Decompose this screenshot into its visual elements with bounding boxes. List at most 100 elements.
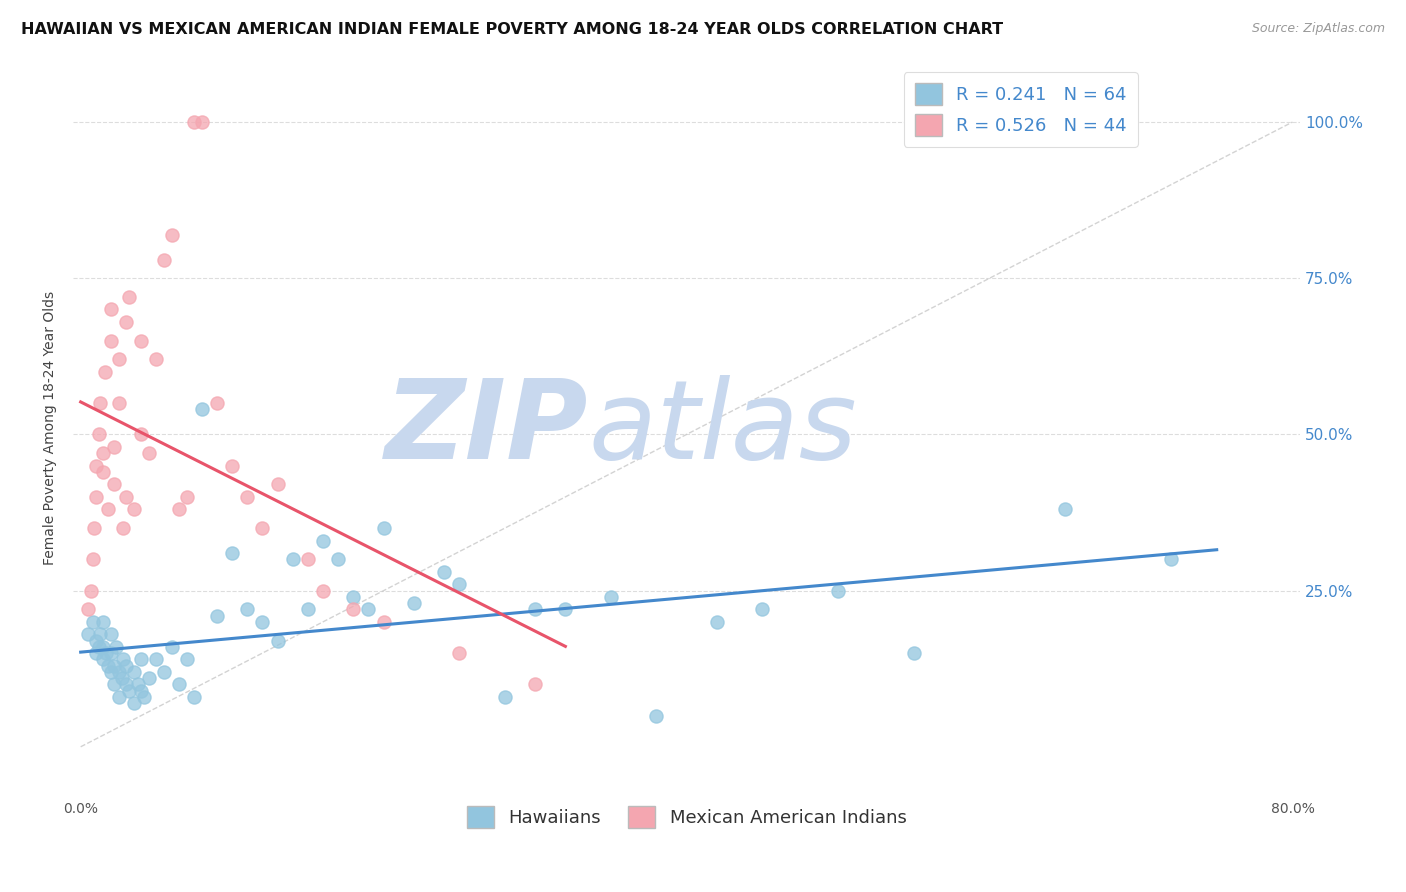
Point	[221, 458, 243, 473]
Point	[599, 590, 621, 604]
Point	[97, 658, 120, 673]
Text: HAWAIIAN VS MEXICAN AMERICAN INDIAN FEMALE POVERTY AMONG 18-24 YEAR OLDS CORRELA: HAWAIIAN VS MEXICAN AMERICAN INDIAN FEMA…	[21, 22, 1004, 37]
Point	[127, 677, 149, 691]
Point	[402, 596, 425, 610]
Point	[191, 115, 214, 129]
Point	[134, 690, 156, 704]
Point	[93, 652, 115, 666]
Point	[176, 490, 198, 504]
Point	[297, 552, 319, 566]
Point	[115, 658, 138, 673]
Point	[153, 252, 176, 267]
Point	[103, 440, 125, 454]
Point	[266, 477, 288, 491]
Point	[94, 365, 117, 379]
Point	[100, 627, 122, 641]
Point	[160, 227, 183, 242]
Point	[93, 465, 115, 479]
Point	[83, 521, 105, 535]
Point	[93, 446, 115, 460]
Point	[342, 590, 364, 604]
Point	[138, 446, 160, 460]
Point	[122, 696, 145, 710]
Y-axis label: Female Poverty Among 18-24 Year Olds: Female Poverty Among 18-24 Year Olds	[44, 291, 58, 566]
Point	[104, 640, 127, 654]
Point	[115, 490, 138, 504]
Point	[107, 352, 129, 367]
Point	[1054, 502, 1077, 516]
Point	[112, 652, 135, 666]
Point	[103, 477, 125, 491]
Point	[373, 615, 395, 629]
Point	[129, 427, 152, 442]
Point	[524, 602, 547, 616]
Point	[494, 690, 516, 704]
Point	[122, 502, 145, 516]
Point	[281, 552, 304, 566]
Point	[328, 552, 350, 566]
Point	[236, 602, 259, 616]
Point	[107, 396, 129, 410]
Point	[751, 602, 773, 616]
Text: atlas: atlas	[588, 375, 858, 482]
Point	[118, 683, 141, 698]
Point	[827, 583, 849, 598]
Point	[221, 546, 243, 560]
Point	[115, 677, 138, 691]
Point	[266, 633, 288, 648]
Point	[107, 690, 129, 704]
Point	[103, 658, 125, 673]
Point	[87, 640, 110, 654]
Point	[706, 615, 728, 629]
Point	[100, 334, 122, 348]
Point	[122, 665, 145, 679]
Point	[433, 565, 456, 579]
Legend: Hawaiians, Mexican American Indians: Hawaiians, Mexican American Indians	[460, 799, 914, 836]
Point	[903, 646, 925, 660]
Point	[84, 458, 107, 473]
Point	[97, 502, 120, 516]
Point	[357, 602, 380, 616]
Point	[160, 640, 183, 654]
Point	[89, 627, 111, 641]
Point	[112, 521, 135, 535]
Point	[100, 302, 122, 317]
Point	[96, 646, 118, 660]
Point	[252, 521, 274, 535]
Point	[183, 690, 205, 704]
Point	[145, 652, 167, 666]
Point	[84, 490, 107, 504]
Point	[145, 352, 167, 367]
Point	[77, 602, 100, 616]
Point	[312, 583, 335, 598]
Point	[138, 671, 160, 685]
Point	[524, 677, 547, 691]
Point	[176, 652, 198, 666]
Point	[100, 646, 122, 660]
Point	[312, 533, 335, 548]
Point	[82, 552, 104, 566]
Point	[236, 490, 259, 504]
Point	[205, 608, 228, 623]
Point	[167, 677, 190, 691]
Point	[89, 396, 111, 410]
Point	[84, 633, 107, 648]
Text: ZIP: ZIP	[385, 375, 588, 482]
Point	[1160, 552, 1182, 566]
Point	[205, 396, 228, 410]
Point	[82, 615, 104, 629]
Point	[153, 665, 176, 679]
Point	[87, 427, 110, 442]
Point	[110, 671, 132, 685]
Point	[80, 583, 103, 598]
Point	[129, 652, 152, 666]
Point	[103, 677, 125, 691]
Point	[118, 290, 141, 304]
Point	[129, 334, 152, 348]
Point	[373, 521, 395, 535]
Point	[554, 602, 576, 616]
Point	[449, 577, 471, 591]
Point	[449, 646, 471, 660]
Point	[645, 708, 668, 723]
Point	[93, 640, 115, 654]
